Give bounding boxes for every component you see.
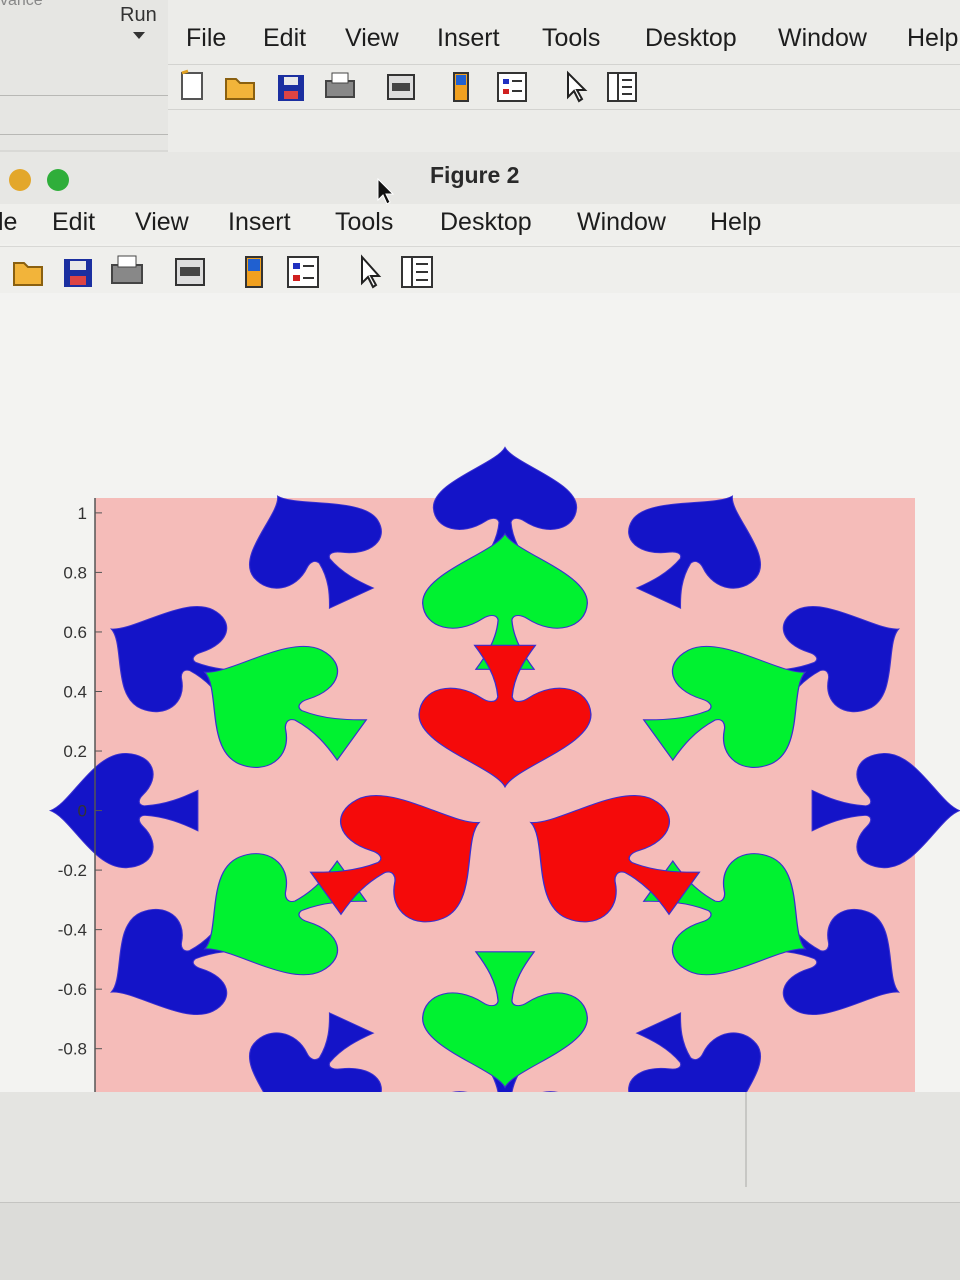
toolbar [0, 246, 960, 294]
bg-menu-file[interactable]: File [186, 24, 227, 52]
y-tick-label: 0.8 [63, 563, 87, 582]
title-bar[interactable]: Figure 2 [0, 152, 960, 205]
minimize-button[interactable] [9, 169, 31, 191]
menu-view[interactable]: View [135, 208, 189, 236]
menu-window[interactable]: Window [577, 208, 666, 236]
y-tick-label: -0.2 [58, 861, 87, 880]
property-editor-icon [401, 256, 433, 288]
background-panel: vance Run [0, 0, 169, 150]
save-icon [278, 75, 304, 101]
divider [0, 95, 168, 96]
divider [0, 134, 168, 135]
background-toolbar [168, 64, 960, 110]
new-file-icon [181, 69, 203, 100]
legend-icon [287, 256, 319, 288]
y-tick-label: 0.4 [63, 682, 87, 701]
partial-label: vance [0, 0, 43, 9]
colorbar-icon [245, 256, 263, 288]
bg-menu-window[interactable]: Window [778, 24, 867, 52]
colorbar-icon [453, 72, 469, 102]
menu-insert[interactable]: Insert [228, 208, 291, 236]
background-menubar: File Edit View Insert Tools Desktop Wind… [168, 18, 960, 60]
y-tick-label: -0.4 [58, 921, 87, 940]
open-folder-icon [225, 78, 255, 100]
bg-menu-edit[interactable]: Edit [263, 24, 307, 52]
run-dropdown-icon[interactable] [133, 32, 145, 39]
figure-window[interactable]: Figure 2 le Edit View Insert Tools Deskt… [0, 152, 960, 1092]
bottom-desktop-area [0, 1092, 960, 1280]
y-tick-label: 0 [78, 802, 87, 821]
run-button[interactable]: Run [120, 4, 157, 26]
legend-icon [497, 72, 527, 102]
property-editor-icon [607, 72, 637, 102]
pointer-icon [361, 254, 382, 289]
menu-edit[interactable]: Edit [52, 208, 96, 236]
bg-menu-view[interactable]: View [345, 24, 399, 52]
background-figure-window[interactable]: File Edit View Insert Tools Desktop Wind… [168, 0, 960, 156]
toolbar-icons[interactable] [0, 247, 960, 293]
y-tick-label: 0.6 [63, 623, 87, 642]
bottom-panel [0, 1092, 960, 1203]
mouse-cursor-icon [377, 178, 395, 205]
bg-menu-insert[interactable]: Insert [437, 24, 500, 52]
menu-desktop[interactable]: Desktop [440, 208, 532, 236]
save-icon [64, 259, 92, 287]
y-tick-label: -0.6 [58, 980, 87, 999]
menu-tools[interactable]: Tools [335, 208, 394, 236]
print-preview-icon [175, 258, 205, 286]
panel-divider [745, 1092, 747, 1187]
window-title: Figure 2 [430, 162, 520, 188]
open-folder-icon [13, 262, 43, 286]
pointer-icon [567, 70, 588, 103]
bg-menu-desktop[interactable]: Desktop [645, 24, 737, 52]
background-toolbar-icons[interactable] [168, 65, 960, 109]
print-icon [111, 255, 143, 284]
y-tick-label: 0.2 [63, 742, 87, 761]
menubar: le Edit View Insert Tools Desktop Window… [0, 204, 960, 244]
y-tick-label: 1 [78, 504, 87, 523]
menu-help[interactable]: Help [710, 208, 762, 236]
y-tick-label: -0.8 [58, 1040, 87, 1059]
bg-menu-tools[interactable]: Tools [542, 24, 601, 52]
print-preview-icon [387, 74, 415, 100]
spade-pattern-plot[interactable]: -1-0.500.51 10.80.60.40.20-0.2-0.4-0.6-0… [0, 293, 960, 1092]
bg-menu-help[interactable]: Help [907, 24, 959, 52]
zoom-button[interactable] [47, 169, 69, 191]
print-icon [325, 72, 355, 98]
menu-file[interactable]: le [0, 208, 18, 236]
figure-canvas[interactable]: -1-0.500.51 10.80.60.40.20-0.2-0.4-0.6-0… [0, 293, 960, 1092]
